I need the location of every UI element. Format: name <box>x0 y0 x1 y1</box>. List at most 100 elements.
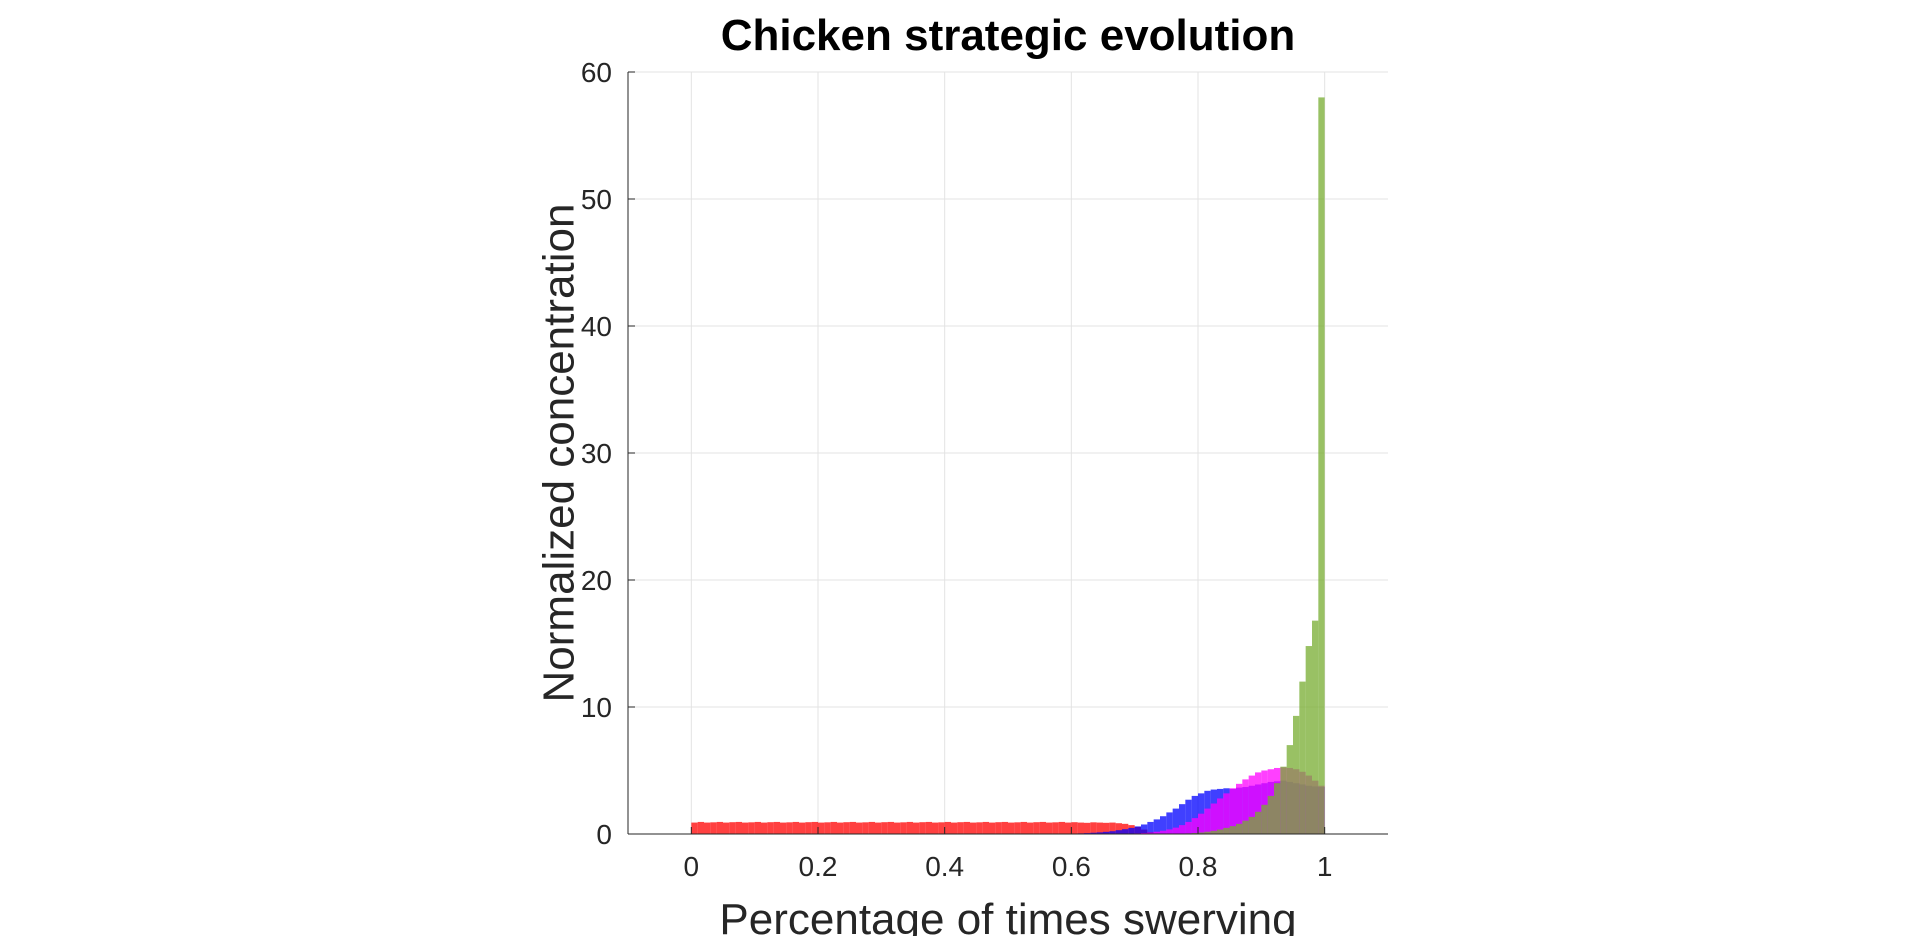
histogram-bar <box>1020 821 1027 834</box>
histogram-bar <box>856 822 863 834</box>
histogram-bar <box>1217 829 1224 834</box>
x-tick-label: 0.6 <box>1052 851 1091 882</box>
histogram-bar <box>913 822 920 834</box>
histogram-bar <box>767 822 774 834</box>
histogram-bar <box>1229 826 1236 834</box>
histogram-bar <box>944 821 951 834</box>
histogram-bar <box>1261 770 1268 834</box>
y-tick-label: 0 <box>596 819 612 850</box>
histogram-bar <box>1014 822 1021 834</box>
histogram-bar <box>1293 715 1300 834</box>
histogram-bar <box>1299 681 1306 834</box>
histogram-bar <box>1141 824 1148 834</box>
histogram-bar <box>1153 819 1160 834</box>
histogram-bar <box>1109 831 1116 834</box>
histogram-bar <box>951 822 958 834</box>
histogram-bar <box>1223 793 1230 834</box>
histogram-bar <box>1229 788 1236 834</box>
histogram-bar <box>1058 821 1065 834</box>
histogram-bar <box>1103 831 1110 834</box>
histogram-bar <box>1096 822 1103 834</box>
histogram-bar <box>1223 827 1230 834</box>
histogram-bar <box>894 822 901 834</box>
histogram-bar <box>1033 822 1040 834</box>
histogram-bar <box>1198 832 1205 834</box>
histogram-bar <box>735 821 742 834</box>
histogram-bar <box>1141 832 1148 834</box>
x-axis-label: Percentage of times swerving <box>719 895 1296 936</box>
histogram-bar <box>729 822 736 834</box>
histogram-bar <box>1305 646 1312 834</box>
histogram-bar <box>704 822 711 834</box>
histogram-bar <box>1312 620 1319 834</box>
histogram-bar <box>1090 822 1097 834</box>
x-tick-label: 0.2 <box>799 851 838 882</box>
histogram-bar <box>1039 821 1046 834</box>
histogram-bar <box>1160 816 1167 834</box>
histogram-bar <box>989 822 996 834</box>
histogram-bar <box>1160 830 1167 834</box>
histogram-bar <box>1236 783 1243 834</box>
histogram-bar <box>697 821 704 834</box>
histogram-bar <box>1210 803 1217 834</box>
histogram-bar <box>1115 830 1122 834</box>
histogram-bar <box>1318 97 1325 834</box>
histogram-bar <box>773 821 780 834</box>
histogram-bar <box>1267 795 1274 834</box>
histogram-bar <box>1001 821 1008 834</box>
histogram-bar <box>1122 823 1129 834</box>
histogram-bar <box>849 821 856 834</box>
histogram-bar <box>742 822 749 834</box>
histogram-bar <box>1134 826 1141 834</box>
histogram-bar <box>1153 831 1160 834</box>
histogram-bar <box>1255 772 1262 834</box>
y-tick-label: 50 <box>581 184 612 215</box>
histogram-bar <box>1065 822 1072 834</box>
histogram-bar <box>957 822 964 834</box>
histogram-bar <box>754 821 761 834</box>
histogram-bar <box>1166 829 1173 834</box>
histogram-bar <box>1046 822 1053 834</box>
histogram-bar <box>1179 804 1186 834</box>
histogram-bar <box>963 821 970 834</box>
y-tick-label: 20 <box>581 565 612 596</box>
histogram-bar <box>1248 775 1255 834</box>
x-tick-label: 0 <box>684 851 700 882</box>
histogram-bar <box>1191 832 1198 834</box>
histogram-bar <box>1115 823 1122 834</box>
histogram-bar <box>932 822 939 834</box>
histogram-bar <box>900 822 907 834</box>
histogram-bar <box>995 822 1002 834</box>
histogram-bar <box>1242 779 1249 834</box>
histogram-bar <box>906 821 913 834</box>
histogram-bar <box>868 821 875 834</box>
histogram-bar <box>830 821 837 834</box>
histogram-bar <box>1084 822 1091 834</box>
histogram-bar <box>976 822 983 834</box>
histogram-bar <box>1191 818 1198 834</box>
bars-layer <box>691 97 1325 834</box>
series-3 <box>1185 97 1325 834</box>
histogram-bar <box>1248 816 1255 834</box>
y-tick-label: 10 <box>581 692 612 723</box>
histogram-bar <box>1071 822 1078 834</box>
histogram-bar <box>1109 822 1116 834</box>
histogram-bar <box>716 821 723 834</box>
histogram-bar <box>1261 804 1268 834</box>
histogram-bar <box>1286 745 1293 834</box>
histogram-bar <box>824 822 831 834</box>
histogram-bar <box>1185 821 1192 834</box>
histogram-bar <box>938 822 945 834</box>
histogram-bar <box>1185 799 1192 834</box>
x-tick-label: 0.8 <box>1179 851 1218 882</box>
y-tick-label: 30 <box>581 438 612 469</box>
histogram-bar <box>805 822 812 834</box>
histogram-bar <box>1172 827 1179 834</box>
x-tick-label: 0.4 <box>925 851 964 882</box>
histogram-bar <box>786 822 793 834</box>
histogram-bar <box>691 822 698 834</box>
histogram-bar <box>862 822 869 834</box>
histogram-bar <box>1147 821 1154 834</box>
